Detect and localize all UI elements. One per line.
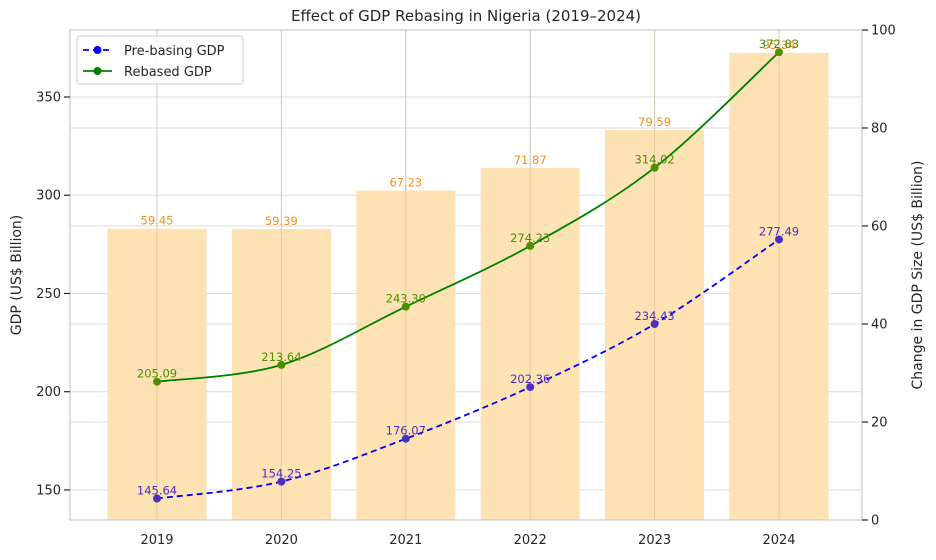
bar [729,52,829,521]
data-point [153,377,161,386]
point-value-label: 314.02 [634,153,674,167]
point-value-label: 145.64 [137,484,177,498]
legend-label: Rebased GDP [124,65,212,80]
point-value-label: 154.25 [261,467,301,481]
bar-value-label: 59.39 [265,214,298,228]
y-tick-label-right: 0 [871,514,879,529]
point-value-label: 372.83 [759,37,799,51]
point-value-label: 213.64 [261,350,301,364]
point-value-label: 243.30 [386,292,426,306]
y-tick-label-left: 150 [36,483,61,498]
y-tick-label-right: 60 [871,220,888,235]
x-tick-label: 2022 [514,533,547,548]
y-tick-label-left: 350 [36,90,61,105]
chart-title: Effect of GDP Rebasing in Nigeria (2019–… [291,7,641,25]
bar [107,228,207,520]
data-point [650,320,659,329]
bar-value-label: 59.45 [141,214,174,228]
data-point [526,241,535,250]
bar-value-label: 67.23 [389,176,422,190]
axes: 150 200 250 300 350 0 20 40 60 80 100 2019 2020 2021 2… [36,24,896,549]
data-point [277,360,286,369]
series-line-pre-basing-gdp [156,238,780,500]
y-tick-label-right: 20 [871,416,888,431]
series-line-rebased-gdp [156,51,780,383]
point-value-label: 176.07 [386,424,426,438]
data-point [153,494,161,503]
bar [356,190,456,520]
y-tick-label-left: 300 [36,189,61,204]
data-labels: 59.45 59.39 67.23 71.87 79.59 95.34 145.64 154.… [137,37,799,497]
lines [153,48,783,503]
data-point [775,48,783,57]
x-tick-label: 2019 [140,533,173,548]
x-tick-label: 2024 [762,533,795,548]
y-axis-label-left: GDP (US$ Billion) [9,215,25,336]
plot-frame [69,29,863,521]
y-tick-label-right: 80 [871,122,888,137]
data-point [401,434,410,443]
bar-value-label: 71.87 [514,153,547,167]
legend-marker [93,67,102,75]
data-point [650,163,659,172]
point-value-label: 234.43 [634,309,674,323]
y-tick-label-left: 200 [36,385,61,400]
data-point [526,383,535,392]
x-tick-label: 2021 [389,533,422,548]
y-tick-label-right: 40 [871,318,888,333]
data-point [277,477,286,486]
point-value-label: 274.23 [510,231,550,245]
x-tick-label: 2023 [638,533,671,548]
bar-value-label: 95.34 [763,38,796,52]
x-tick-label: 2020 [265,533,298,548]
legend-label: Pre-basing GDP [124,44,225,59]
y-tick-label-right: 100 [871,24,896,39]
y-axis-label-right: Change in GDP Size (US$ Billion) [910,161,926,390]
point-value-label: 202.36 [510,372,550,386]
point-value-label: 205.09 [137,367,177,381]
y-tick-label-left: 250 [36,287,61,302]
bar-value-label: 79.59 [638,115,671,129]
legend-marker [93,46,102,54]
point-value-label: 277.49 [759,224,799,238]
legend-box [76,35,244,85]
data-point [401,302,410,311]
legend: Pre-basing GDP Rebased GDP [76,35,244,85]
data-point [775,235,783,244]
